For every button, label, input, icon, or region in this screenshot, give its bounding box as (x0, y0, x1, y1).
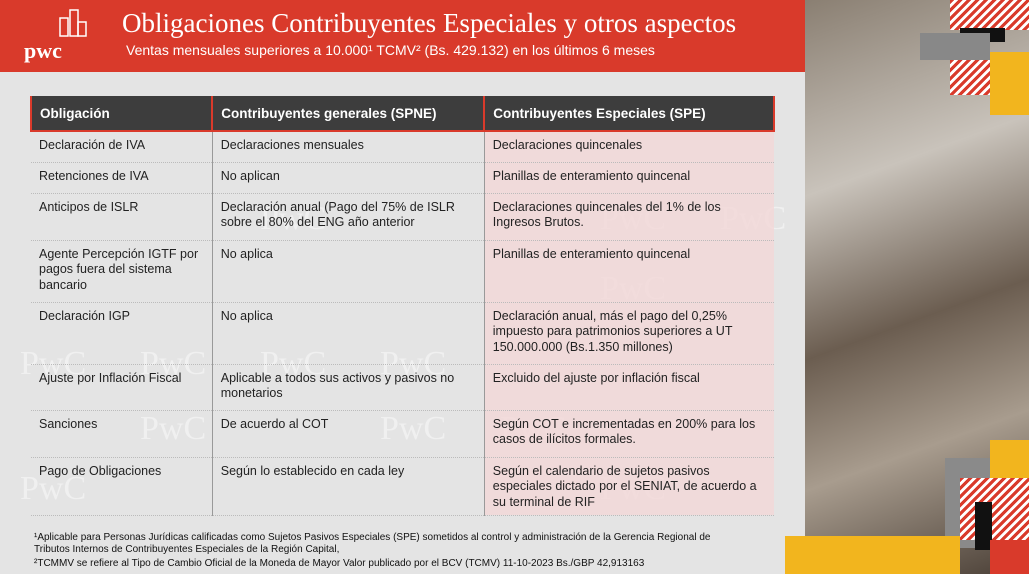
table-cell: No aplica (212, 240, 485, 303)
table-row: Retenciones de IVA No aplican Planillas de… (31, 162, 774, 194)
table-cell: Declaración anual (Pago del 75% de ISLR … (212, 193, 485, 241)
table-cell: Planillas de enteramiento quincenal (484, 240, 774, 303)
table-cell: Declaraciones quincenales del 1% de los … (484, 193, 774, 241)
decor (950, 60, 990, 95)
table-cell: Planillas de enteramiento quincenal (484, 162, 774, 194)
table-cell: Declaración de IVA (31, 131, 213, 163)
table-cell: Declaraciones mensuales (212, 131, 485, 163)
decor (960, 478, 1029, 540)
decor (920, 33, 990, 60)
header-banner: pwc Obligaciones Contribuyentes Especial… (0, 0, 805, 72)
table-cell: Declaración anual, más el pago del 0,25%… (484, 302, 774, 365)
table-cell: Excluido del ajuste por inflación fiscal (484, 364, 774, 411)
title: Obligaciones Contribuyentes Especiales y… (122, 8, 737, 38)
footnote: ¹Aplicable para Personas Jurídicas calif… (34, 532, 711, 555)
decor (990, 540, 1029, 574)
table-cell: Aplicable a todos sus activos y pasivos … (212, 364, 485, 411)
table-cell: Pago de Obligaciones (31, 457, 213, 516)
table-row: Declaración IGP No aplica Declaración anua… (31, 302, 774, 365)
decor (975, 502, 992, 550)
table-cell: No aplica (212, 302, 485, 365)
table-cell: Sanciones (31, 410, 213, 458)
logo-icon (59, 9, 87, 37)
decor (785, 536, 960, 574)
logo: pwc (24, 38, 62, 63)
decor (950, 0, 1029, 30)
table-cell: Según el calendario de sujetos pasivos e… (484, 457, 774, 516)
table-row: Pago de Obligaciones Según lo establecido… (31, 457, 774, 516)
column-header: Contribuyentes generales (SPNE) (211, 96, 486, 132)
column-header: Obligación (29, 96, 214, 132)
table-cell: Anticipos de ISLR (31, 193, 213, 241)
table-cell: Ajuste por Inflación Fiscal (31, 364, 213, 411)
table-cell: Según COT e incrementadas en 200% para l… (484, 410, 774, 458)
table: Obligación Contribuyentes generales (SPNE… (29, 96, 775, 516)
table-row: Declaración de IVA Declaraciones mensuale… (31, 131, 774, 163)
table-cell: Declaración IGP (31, 302, 213, 365)
table-cell: Declaraciones quincenales (484, 131, 774, 163)
table-cell: Según lo establecido en cada ley (212, 457, 485, 516)
decor (990, 440, 1029, 480)
table-row: Ajuste por Inflación Fiscal Aplicable a t… (31, 364, 774, 411)
table-cell: De acuerdo al COT (212, 410, 485, 458)
table-cell: No aplican (212, 162, 485, 194)
table-cell: Agente Percepción IGTF por pagos fuera d… (31, 240, 213, 303)
column-header: Contribuyentes Especiales (SPE) (483, 96, 775, 132)
table-row: Agente Percepción IGTF por pagos fuera d… (31, 240, 774, 303)
decor (990, 52, 1029, 115)
footnote: ²TCMMV se refiere al Tipo de Cambio Ofic… (34, 558, 645, 569)
subtitle: Ventas mensuales superiores a 10.000¹ TC… (126, 42, 655, 58)
table-row: Sanciones De acuerdo al COT Según COT e in… (31, 410, 774, 458)
table-cell: Retenciones de IVA (31, 162, 213, 194)
table-row: Anticipos de ISLR Declaración anual (Pago… (31, 193, 774, 241)
